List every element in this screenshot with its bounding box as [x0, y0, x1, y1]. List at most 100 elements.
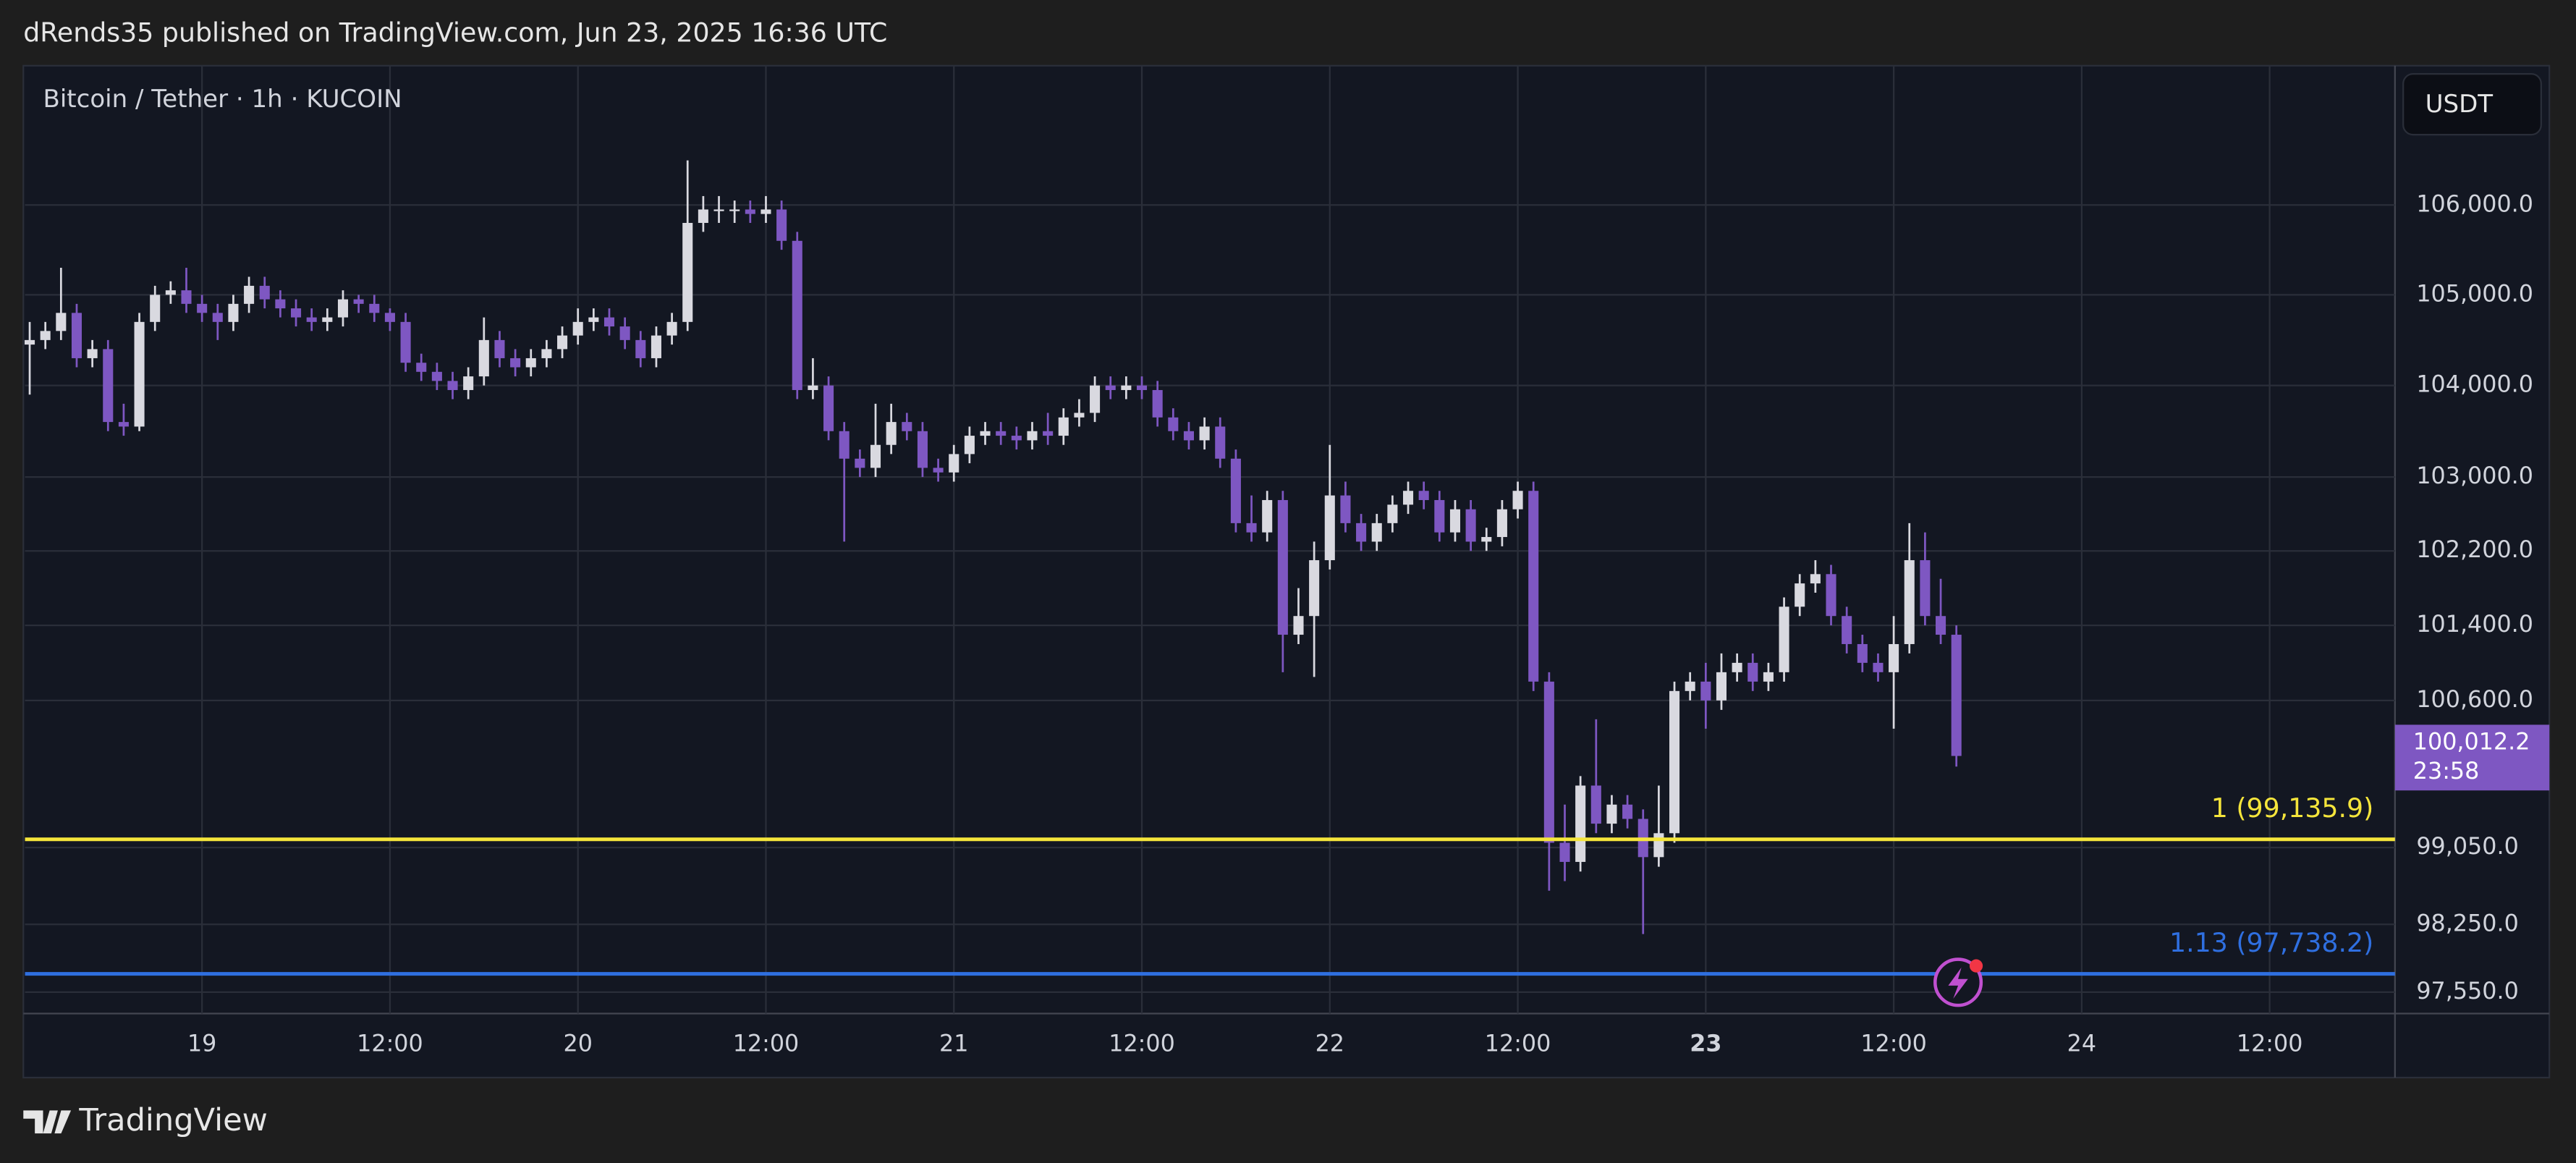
candle-body [1277, 499, 1288, 635]
candle-body [1027, 431, 1038, 441]
candle-body [1387, 504, 1398, 523]
candle-body [1449, 509, 1461, 533]
candle-body [1700, 681, 1711, 701]
candle-body [870, 444, 881, 468]
candle-body [682, 223, 693, 322]
candle-body [855, 458, 865, 468]
candle-body [56, 313, 67, 331]
y-tick-label: 100,600.0 [2416, 687, 2533, 713]
candle-body [1309, 560, 1320, 617]
candle-body [306, 317, 317, 322]
candle-body [572, 321, 583, 336]
candle-body [1559, 842, 1570, 862]
candle-body [322, 317, 333, 322]
candle-body [1215, 426, 1226, 459]
x-tick-label: 12:00 [733, 1031, 800, 1057]
alert-icon[interactable] [1933, 957, 1983, 1007]
candle-body [1685, 681, 1695, 691]
candle-body [87, 349, 98, 358]
candle-body [603, 317, 615, 327]
candle-body [1418, 491, 1429, 500]
candle-body [259, 285, 270, 300]
candle-body [1090, 385, 1101, 413]
candle-body [1246, 523, 1257, 533]
y-tick-label: 97,550.0 [2416, 978, 2518, 1005]
level-label: 1.13 (97,738.2) [2169, 927, 2373, 958]
candle-body [1293, 616, 1304, 635]
candle-body [463, 376, 474, 390]
candle-body [713, 209, 724, 211]
candle-body [103, 349, 114, 423]
candle-body [1669, 690, 1680, 834]
candle-body [964, 436, 975, 454]
candle-body [1496, 509, 1507, 538]
candle-body [1512, 491, 1523, 509]
candle-body [996, 431, 1007, 436]
candle-body [1058, 417, 1069, 436]
candle-body [776, 209, 787, 241]
candle-body [1481, 537, 1492, 542]
candle-body [275, 299, 286, 309]
x-tick-label: 12:00 [357, 1031, 423, 1057]
candle-body [228, 303, 239, 322]
x-tick-label: 20 [563, 1031, 592, 1057]
candle-body [1779, 606, 1789, 672]
y-tick-label: 101,400.0 [2416, 612, 2533, 638]
candle-body [1543, 681, 1554, 843]
candle-body [1356, 523, 1367, 542]
candle-body [886, 422, 897, 445]
candle-body [1590, 785, 1601, 824]
candle-body [1402, 491, 1414, 505]
candle-body [651, 335, 661, 358]
candle-body [1889, 643, 1899, 672]
candle-body [181, 290, 192, 304]
symbol-legend: Bitcoin / Tether · 1h · KUCOIN [43, 85, 402, 114]
candle-body [980, 431, 991, 436]
candle-body [1011, 436, 1022, 441]
candle-body [1810, 574, 1821, 584]
alert-dot[interactable] [1969, 959, 1983, 973]
candle-body [1121, 385, 1132, 390]
currency-label[interactable]: USDT [2425, 90, 2494, 119]
candle-body [400, 321, 411, 363]
countdown-label: 23:58 [2413, 758, 2480, 785]
candle-body [1074, 413, 1085, 418]
candle-body [1873, 662, 1884, 672]
candle-body [1340, 495, 1351, 523]
candle-body [447, 381, 458, 390]
candle-body [1795, 583, 1805, 607]
candle-body [839, 431, 850, 459]
y-tick-label: 104,000.0 [2416, 372, 2533, 398]
candle-body [698, 209, 708, 224]
candle-body [1043, 431, 1054, 436]
candle-body [588, 317, 599, 322]
candle-body [353, 299, 364, 304]
candle-body [212, 313, 223, 322]
candle-body [1168, 417, 1179, 431]
candle-body [134, 321, 145, 427]
candle-body [1732, 662, 1742, 672]
x-tick-label: 24 [2067, 1031, 2096, 1057]
alert-bolt[interactable] [1948, 967, 1968, 999]
x-tick-label: 12:00 [1860, 1031, 1927, 1057]
brand-logo: TradingView [23, 1102, 268, 1138]
x-tick-label: 22 [1315, 1031, 1344, 1057]
candle-body [1575, 785, 1586, 862]
x-tick-label: 19 [187, 1031, 216, 1057]
candle-body [510, 358, 521, 368]
candle-body [1936, 616, 1946, 635]
publish-header: dRends35 published on TradingView.com, J… [23, 17, 887, 48]
candle-body [541, 349, 552, 358]
x-tick-label: 12:00 [2237, 1031, 2303, 1057]
candle-body [1904, 560, 1915, 644]
candle-body [1842, 616, 1852, 644]
candle-body [666, 321, 677, 336]
candle-body [291, 308, 302, 318]
candle-body [1230, 458, 1241, 523]
candle-body [525, 358, 536, 368]
candle-body [197, 303, 208, 313]
candle-body [1606, 804, 1617, 824]
y-tick-label: 98,250.0 [2416, 910, 2518, 936]
currency-button[interactable] [2402, 73, 2542, 136]
y-tick-label: 102,200.0 [2416, 537, 2533, 563]
